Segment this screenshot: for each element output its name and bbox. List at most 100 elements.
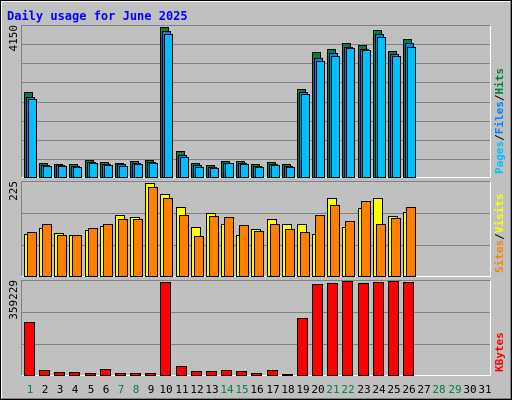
day-label-14: 14 — [220, 383, 234, 396]
bar-sites-day-12 — [194, 236, 204, 277]
bar-sites-day-1 — [27, 232, 37, 277]
bar-pages-day-14 — [225, 163, 234, 178]
bar-pages-day-13 — [210, 168, 219, 178]
plot-area — [21, 25, 491, 178]
day-label-31: 31 — [478, 383, 491, 396]
bar-pages-day-24 — [377, 37, 386, 178]
bar-pages-day-26 — [407, 47, 416, 178]
bar-pages-day-17 — [271, 165, 280, 178]
legend-kbytes: KBytes — [493, 332, 506, 372]
day-label-13: 13 — [205, 383, 218, 396]
day-label-12: 12 — [190, 383, 203, 396]
bar-kbytes-day-23 — [358, 283, 369, 376]
bar-kbytes-day-16 — [251, 373, 262, 376]
panel-max-label: 359229 — [7, 280, 20, 320]
bar-pages-day-19 — [301, 94, 310, 178]
bar-pages-day-16 — [255, 167, 264, 178]
bar-sites-day-9 — [148, 187, 158, 277]
bar-kbytes-day-8 — [130, 373, 141, 376]
legend-text: KBytes — [493, 332, 506, 372]
bar-kbytes-day-14 — [221, 370, 232, 376]
legend-files: Files — [493, 101, 506, 134]
day-label-20: 20 — [311, 383, 324, 396]
bar-sites-day-5 — [88, 228, 98, 277]
day-label-1: 1 — [27, 383, 34, 396]
chart-panels: 4150Pages/Files/Hits225Sites/Visits35922… — [7, 25, 506, 376]
bar-sites-day-6 — [103, 224, 113, 277]
bar-sites-day-19 — [300, 232, 310, 277]
day-label-2: 2 — [42, 383, 49, 396]
bar-pages-day-9 — [149, 163, 158, 178]
bar-sites-day-18 — [285, 229, 295, 277]
bar-pages-day-6 — [104, 165, 113, 178]
bar-kbytes-day-6 — [100, 369, 111, 376]
bar-sites-day-24 — [376, 224, 386, 277]
bar-sites-day-13 — [209, 216, 219, 277]
bar-pages-day-7 — [119, 166, 128, 178]
bar-pages-day-21 — [331, 56, 340, 178]
bar-sites-day-23 — [361, 201, 371, 277]
bar-sites-day-20 — [315, 215, 325, 277]
plot-bevel-dark — [21, 280, 491, 376]
bar-pages-day-10 — [164, 34, 173, 178]
bar-kbytes-day-18 — [282, 374, 293, 376]
day-label-15: 15 — [235, 383, 248, 396]
bar-pages-day-20 — [316, 61, 325, 178]
legend-text: Sites/Visits — [493, 194, 506, 274]
bar-kbytes-day-24 — [373, 282, 384, 376]
bar-sites-day-10 — [163, 198, 173, 277]
bar-kbytes-day-20 — [312, 284, 323, 376]
bar-kbytes-day-19 — [297, 318, 308, 376]
bar-pages-day-8 — [134, 164, 143, 178]
bar-kbytes-day-10 — [160, 282, 171, 376]
day-label-27: 27 — [417, 383, 430, 396]
legend-hits: Hits — [493, 68, 506, 95]
bar-pages-day-15 — [240, 164, 249, 178]
bar-sites-day-25 — [391, 218, 401, 277]
bar-pages-day-18 — [286, 167, 295, 178]
bar-kbytes-day-2 — [39, 370, 50, 376]
plot-bevel-dark — [21, 25, 491, 178]
bar-kbytes-day-22 — [342, 281, 353, 376]
bar-pages-day-4 — [73, 167, 82, 178]
bar-kbytes-day-25 — [388, 281, 399, 376]
bar-kbytes-day-21 — [327, 283, 338, 376]
legend-pages: Pages — [493, 141, 506, 174]
bar-pages-day-12 — [195, 167, 204, 178]
bar-pages-day-1 — [28, 99, 37, 178]
bar-sites-day-11 — [179, 215, 189, 277]
bar-kbytes-day-1 — [24, 322, 35, 376]
day-label-23: 23 — [357, 383, 370, 396]
bar-sites-day-2 — [42, 224, 52, 277]
bar-pages-day-11 — [180, 157, 189, 178]
panel-max-label: 4150 — [7, 25, 20, 52]
bar-kbytes-day-13 — [206, 371, 217, 376]
day-label-17: 17 — [266, 383, 279, 396]
bar-kbytes-day-7 — [115, 373, 126, 376]
day-label-7: 7 — [118, 383, 125, 396]
bar-sites-day-15 — [239, 225, 249, 277]
day-label-9: 9 — [148, 383, 155, 396]
day-label-26: 26 — [402, 383, 415, 396]
panel-legend-middle: Sites/Visits — [493, 194, 506, 274]
day-label-29: 29 — [448, 383, 461, 396]
bar-kbytes-day-3 — [54, 372, 65, 376]
legend-text: Pages/Files/Hits — [493, 68, 506, 174]
bar-pages-day-23 — [362, 50, 371, 178]
bar-sites-day-16 — [254, 231, 264, 277]
bar-pages-day-2 — [43, 166, 52, 178]
day-label-19: 19 — [296, 383, 309, 396]
bar-sites-day-26 — [406, 207, 416, 277]
plot-bevel-dark — [21, 181, 491, 277]
legend-separator: / — [493, 134, 506, 141]
legend-visits: Visits — [493, 194, 506, 234]
bar-kbytes-day-11 — [176, 366, 187, 376]
bar-sites-day-3 — [57, 235, 67, 277]
day-label-24: 24 — [372, 383, 386, 396]
day-label-11: 11 — [175, 383, 188, 396]
bar-pages-day-22 — [346, 48, 355, 178]
